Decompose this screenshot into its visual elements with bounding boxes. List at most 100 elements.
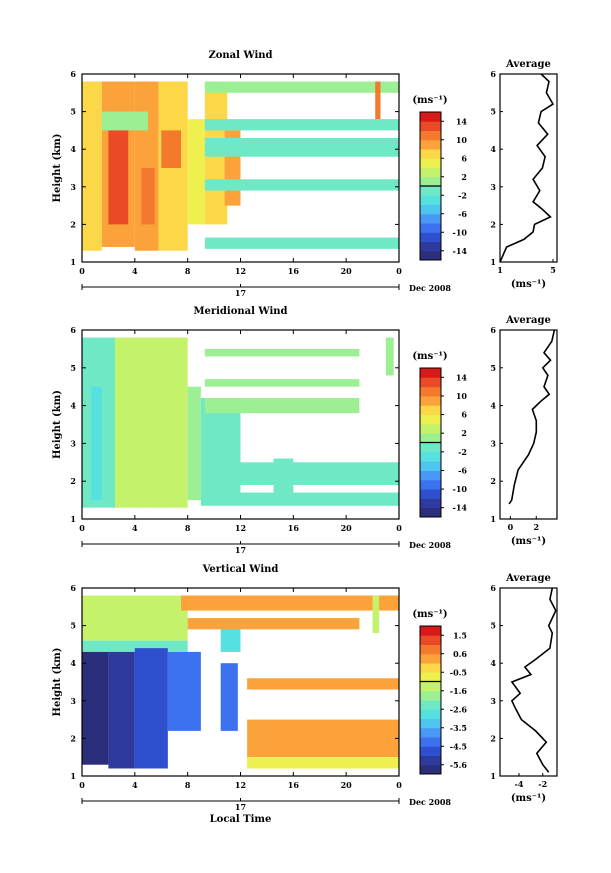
average-y-tick-label: 5 [490, 621, 496, 631]
x-tick-label: 0 [396, 266, 402, 276]
x-tick-label: 0 [79, 266, 85, 276]
panel-title: Zonal Wind [208, 50, 272, 61]
colorbar-swatch [420, 718, 441, 729]
field-cell [204, 119, 399, 131]
average-profile-line [508, 329, 556, 505]
average-frame [499, 329, 558, 520]
colorbar-swatch [420, 442, 441, 453]
x-tick-label: 0 [79, 780, 85, 790]
field-cell [204, 398, 360, 414]
average-y-tick-label: 6 [490, 583, 496, 593]
colorbar-tick-label: 2 [461, 172, 467, 182]
colorbar-swatch [420, 241, 441, 252]
colorbar-tick-label: -2.6 [450, 704, 468, 714]
colorbar-swatch [420, 414, 441, 425]
y-tick-label: 1 [70, 771, 76, 781]
colorbar-swatch [420, 204, 441, 215]
field-cell [247, 719, 399, 758]
y-tick-label: 4 [70, 401, 76, 411]
date-month-label: Dec 2008 [409, 283, 451, 293]
colorbar-tick-label: -0.5 [450, 667, 467, 677]
colorbar-swatch [420, 423, 441, 434]
panel-title: Meridional Wind [193, 306, 287, 317]
field-cell [372, 595, 380, 634]
colorbar-frame [419, 625, 442, 775]
colorbar-tick-label: 14 [456, 372, 468, 382]
y-tick-label: 2 [70, 476, 76, 486]
average-y-tick-label: 1 [490, 771, 496, 781]
y-tick-label: 3 [70, 438, 76, 448]
colorbar-swatch [420, 746, 441, 756]
colorbar-tick-label: -10 [453, 484, 468, 494]
field-cell [204, 237, 399, 249]
average-profile-line [510, 587, 557, 773]
y-tick-label: 1 [70, 257, 76, 267]
colorbar-swatch [420, 368, 441, 378]
average-x-tick-label: 2 [533, 522, 539, 532]
field-cell [115, 337, 149, 508]
colorbar-swatch [420, 167, 441, 178]
date-month-label: Dec 2008 [409, 797, 451, 807]
average-y-tick-label: 5 [490, 363, 496, 373]
colorbar-swatch [420, 451, 441, 462]
field-cell [204, 348, 360, 357]
average-y-tick-label: 2 [490, 219, 496, 229]
colorbar-swatch [420, 461, 441, 471]
field-cell [91, 386, 102, 501]
y-axis-label: Height (km) [52, 390, 63, 459]
average-y-tick-label: 6 [490, 69, 496, 79]
field-cell [167, 651, 201, 731]
colorbar-unit: (ms⁻¹) [412, 351, 447, 362]
x-tick-label: 16 [288, 523, 300, 533]
average-y-tick-label: 1 [490, 257, 496, 267]
date-day-label: 17 [235, 288, 246, 298]
x-tick-label: 0 [396, 523, 402, 533]
colorbar-swatch [420, 195, 441, 205]
colorbar-tick-label: -14 [453, 246, 468, 256]
field-cell [82, 640, 188, 652]
field-cell [247, 678, 399, 690]
average-y-tick-label: 4 [490, 144, 496, 154]
average-y-tick-label: 3 [490, 696, 496, 706]
x-tick-label: 16 [288, 780, 300, 790]
y-axis-label: Height (km) [52, 648, 63, 717]
field-cell [200, 398, 241, 504]
colorbar-swatch [420, 223, 441, 233]
colorbar-swatch [420, 700, 441, 710]
y-tick-label: 5 [70, 363, 76, 373]
average-x-tick-label: -4 [515, 779, 524, 789]
average-y-tick-label: 2 [490, 476, 496, 486]
colorbar-tick-label: -6 [458, 209, 467, 219]
colorbar-swatch [420, 663, 441, 673]
colorbar-tick-label: -3.5 [450, 723, 467, 733]
field-cell [82, 81, 102, 251]
colorbar-tick-label: -2 [458, 190, 467, 200]
colorbar-swatch [420, 470, 441, 481]
colorbar-swatch [420, 737, 441, 747]
colorbar-tick-label: 2 [461, 428, 467, 438]
colorbar-swatch [420, 250, 441, 261]
average-y-tick-label: 5 [490, 107, 496, 117]
y-tick-label: 3 [70, 182, 76, 192]
y-tick-label: 2 [70, 733, 76, 743]
colorbar-tick-label: -14 [453, 503, 468, 513]
field-cell [204, 179, 399, 191]
field-cell [273, 458, 294, 504]
y-tick-label: 2 [70, 219, 76, 229]
field-cell [220, 625, 241, 652]
colorbar-swatch [420, 149, 441, 159]
field-cell [108, 130, 129, 225]
colorbar-tick-label: 1.5 [453, 630, 467, 640]
colorbar-swatch [420, 653, 441, 664]
y-tick-label: 5 [70, 621, 76, 631]
y-tick-label: 6 [70, 325, 76, 335]
average-y-tick-label: 4 [490, 658, 496, 668]
colorbar-swatch [420, 709, 441, 719]
colorbar-swatch [420, 479, 441, 490]
average-profile-line [499, 73, 555, 263]
average-x-axis-label: (ms⁻¹) [511, 793, 546, 804]
x-tick-label: 8 [185, 523, 191, 533]
x-tick-label: 0 [396, 780, 402, 790]
colorbar-swatch [420, 690, 441, 701]
